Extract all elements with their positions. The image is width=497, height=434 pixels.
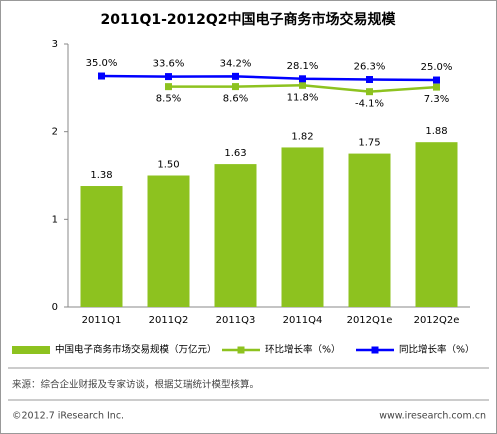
- y-tick-label: 0: [52, 302, 58, 313]
- line-marker: [433, 76, 440, 84]
- bar: [147, 175, 190, 307]
- data-label: 34.2%: [220, 58, 252, 69]
- data-label: 33.6%: [153, 59, 185, 70]
- line-marker: [165, 83, 172, 91]
- y-tick-label: 3: [52, 39, 58, 50]
- line-marker: [433, 83, 440, 91]
- y-tick-label: 1: [52, 214, 58, 225]
- bar: [348, 153, 391, 307]
- line-marker: [232, 83, 239, 91]
- bar: [80, 186, 123, 307]
- x-tick-label: 2011Q2: [149, 315, 189, 326]
- data-label: 28.1%: [287, 61, 319, 72]
- x-tick-label: 2012Q1e: [347, 315, 393, 326]
- line-marker: [232, 72, 239, 80]
- data-label: 1.63: [224, 148, 246, 159]
- legend-label: 同比增长率（%）: [399, 344, 475, 356]
- chart-title: 2011Q1-2012Q2中国电子商务市场交易规模: [100, 11, 396, 28]
- data-label: 8.6%: [223, 94, 248, 105]
- website: www.iresearch.com.cn: [379, 411, 486, 422]
- data-label: 8.5%: [156, 94, 181, 105]
- bar: [214, 164, 257, 307]
- y-tick-label: 2: [52, 127, 58, 138]
- data-label: 26.3%: [354, 62, 386, 73]
- data-label: 1.88: [425, 126, 447, 137]
- line-marker: [299, 75, 306, 83]
- legend-swatch: [237, 346, 245, 354]
- data-label: -4.1%: [355, 99, 384, 110]
- line-marker: [98, 72, 105, 80]
- x-tick-label: 2011Q4: [283, 315, 323, 326]
- bar: [415, 142, 458, 307]
- data-label: 1.82: [291, 131, 313, 142]
- data-label: 1.50: [157, 160, 179, 171]
- x-tick-label: 2011Q1: [82, 315, 122, 326]
- data-label: 25.0%: [421, 62, 453, 73]
- data-label: 7.3%: [424, 94, 449, 105]
- line-marker: [366, 76, 373, 84]
- source-note: 来源：综合企业财报及专家访谈，根据艾瑞统计模型核算。: [12, 379, 259, 391]
- data-label: 1.38: [90, 170, 112, 181]
- data-label: 1.75: [358, 138, 380, 149]
- legend-swatch: [371, 346, 379, 354]
- line: [101, 74, 437, 82]
- line-marker: [165, 73, 172, 81]
- legend-label: 中国电子商务市场交易规模（万亿元）: [55, 344, 217, 356]
- data-label: 11.8%: [287, 92, 319, 103]
- copyright: ©2012.7 iResearch Inc.: [12, 411, 124, 422]
- line-marker: [299, 81, 306, 89]
- x-tick-label: 2011Q3: [216, 315, 256, 326]
- bar: [281, 147, 324, 307]
- data-label: 35.0%: [86, 58, 118, 69]
- x-tick-label: 2012Q2e: [414, 315, 460, 326]
- line-marker: [366, 88, 373, 96]
- legend-swatch: [12, 346, 50, 354]
- legend-label: 环比增长率（%）: [265, 344, 341, 356]
